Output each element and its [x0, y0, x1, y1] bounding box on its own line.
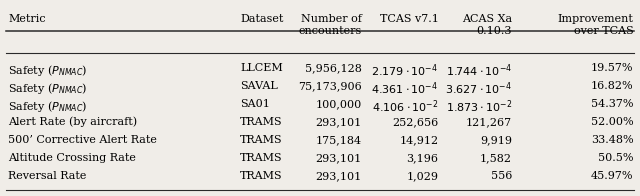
Text: 9,919: 9,919 [480, 135, 512, 145]
Text: 556: 556 [491, 171, 512, 181]
Text: Number of
encounters: Number of encounters [298, 14, 362, 36]
Text: Safety ($P_{NMAC}$): Safety ($P_{NMAC}$) [8, 81, 88, 96]
Text: 54.37%: 54.37% [591, 99, 634, 109]
Text: SA01: SA01 [240, 99, 270, 109]
Text: TRAMS: TRAMS [240, 117, 283, 127]
Text: 14,912: 14,912 [399, 135, 438, 145]
Text: 500’ Corrective Alert Rate: 500’ Corrective Alert Rate [8, 135, 157, 145]
Text: Reversal Rate: Reversal Rate [8, 171, 86, 181]
Text: 75,173,906: 75,173,906 [298, 81, 362, 91]
Text: 175,184: 175,184 [316, 135, 362, 145]
Text: $1.744 \cdot 10^{-4}$: $1.744 \cdot 10^{-4}$ [446, 63, 512, 79]
Text: 293,101: 293,101 [316, 153, 362, 163]
Text: 50.5%: 50.5% [598, 153, 634, 163]
Text: LLCEM: LLCEM [240, 63, 283, 73]
Text: 3,196: 3,196 [406, 153, 438, 163]
Text: 1,029: 1,029 [406, 171, 438, 181]
Text: 33.48%: 33.48% [591, 135, 634, 145]
Text: Safety ($P_{NMAC}$): Safety ($P_{NMAC}$) [8, 99, 88, 114]
Text: 293,101: 293,101 [316, 171, 362, 181]
Text: Dataset: Dataset [240, 14, 284, 24]
Text: 100,000: 100,000 [316, 99, 362, 109]
Text: $4.106 \cdot 10^{-2}$: $4.106 \cdot 10^{-2}$ [372, 99, 438, 115]
Text: 121,267: 121,267 [466, 117, 512, 127]
Text: TRAMS: TRAMS [240, 171, 283, 181]
Text: Improvement
over TCAS: Improvement over TCAS [557, 14, 634, 36]
Text: $2.179 \cdot 10^{-4}$: $2.179 \cdot 10^{-4}$ [371, 63, 438, 79]
Text: TRAMS: TRAMS [240, 135, 283, 145]
Text: Metric: Metric [8, 14, 46, 24]
Text: TRAMS: TRAMS [240, 153, 283, 163]
Text: Alert Rate (by aircraft): Alert Rate (by aircraft) [8, 117, 138, 127]
Text: TCAS v7.1: TCAS v7.1 [380, 14, 438, 24]
Text: 52.00%: 52.00% [591, 117, 634, 127]
Text: 5,956,128: 5,956,128 [305, 63, 362, 73]
Text: 45.97%: 45.97% [591, 171, 634, 181]
Text: $1.873 \cdot 10^{-2}$: $1.873 \cdot 10^{-2}$ [445, 99, 512, 115]
Text: ACAS Xa
0.10.3: ACAS Xa 0.10.3 [462, 14, 512, 36]
Text: Altitude Crossing Rate: Altitude Crossing Rate [8, 153, 136, 163]
Text: 19.57%: 19.57% [591, 63, 634, 73]
Text: SAVAL: SAVAL [240, 81, 278, 91]
Text: 293,101: 293,101 [316, 117, 362, 127]
Text: $4.361 \cdot 10^{-4}$: $4.361 \cdot 10^{-4}$ [371, 81, 438, 97]
Text: 1,582: 1,582 [480, 153, 512, 163]
Text: $3.627 \cdot 10^{-4}$: $3.627 \cdot 10^{-4}$ [445, 81, 512, 97]
Text: 252,656: 252,656 [392, 117, 438, 127]
Text: Safety ($P_{NMAC}$): Safety ($P_{NMAC}$) [8, 63, 88, 78]
Text: 16.82%: 16.82% [591, 81, 634, 91]
